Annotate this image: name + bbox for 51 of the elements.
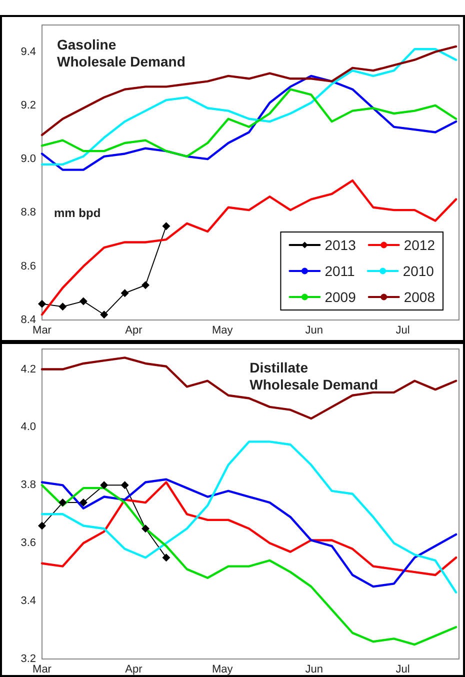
- point: [79, 498, 88, 507]
- x-tick-label: Jul: [396, 324, 410, 336]
- legend-label: 2011: [324, 263, 356, 279]
- line-series: [40, 88, 458, 158]
- point: [100, 310, 108, 319]
- point: [38, 300, 46, 308]
- y-tick-label: 4.2: [20, 363, 36, 376]
- y-tick-label: 9.2: [20, 99, 36, 112]
- y-tick-label: 3.8: [20, 479, 36, 492]
- point: [58, 498, 67, 507]
- x-tick-label: Mar: [32, 324, 52, 336]
- x-tick-label: Mar: [32, 664, 52, 676]
- y-tick-label: 3.6: [20, 537, 36, 550]
- point: [162, 222, 170, 230]
- x-tick-label: May: [212, 324, 234, 336]
- point: [142, 524, 150, 533]
- point: [120, 289, 129, 298]
- point: [120, 481, 129, 490]
- y-tick-label: 3.2: [20, 653, 36, 665]
- x-tick-label: Jun: [305, 664, 323, 676]
- y-tick-label: 4.0: [20, 421, 36, 434]
- y-tick-label: 8.4: [20, 314, 36, 326]
- y-tick-label: 9.0: [20, 153, 36, 166]
- point: [142, 281, 150, 290]
- point: [79, 297, 88, 306]
- legend-label: 2008: [404, 289, 436, 305]
- annotation: mm bpd: [54, 206, 101, 220]
- x-tick-label: Apr: [125, 324, 143, 336]
- y-tick-label: 8.6: [20, 260, 36, 272]
- point: [58, 302, 67, 311]
- y-tick-label: 9.4: [20, 46, 36, 58]
- point: [162, 554, 170, 562]
- legend-label: 2013: [324, 237, 356, 253]
- legend-label: 2012: [404, 237, 436, 253]
- text: Gasoline Wholesale Demand: [57, 36, 186, 70]
- y-tick-label: 8.8: [20, 206, 36, 219]
- y-tick-label: 3.4: [20, 595, 36, 608]
- legend-label: 2009: [324, 289, 356, 305]
- line-series: [40, 74, 458, 171]
- point: [38, 522, 46, 530]
- line-series: [40, 48, 458, 166]
- x-tick-label: Jul: [396, 664, 410, 676]
- x-tick-label: Jun: [305, 324, 323, 336]
- x-tick-label: Apr: [125, 664, 143, 676]
- legend-label: 2010: [402, 263, 434, 279]
- x-tick-label: May: [212, 664, 234, 676]
- text: Distillate Wholesale Demand: [250, 360, 378, 392]
- line-series: [40, 440, 458, 594]
- point: [100, 481, 108, 490]
- line-series: [40, 179, 458, 316]
- line-series: [40, 356, 458, 420]
